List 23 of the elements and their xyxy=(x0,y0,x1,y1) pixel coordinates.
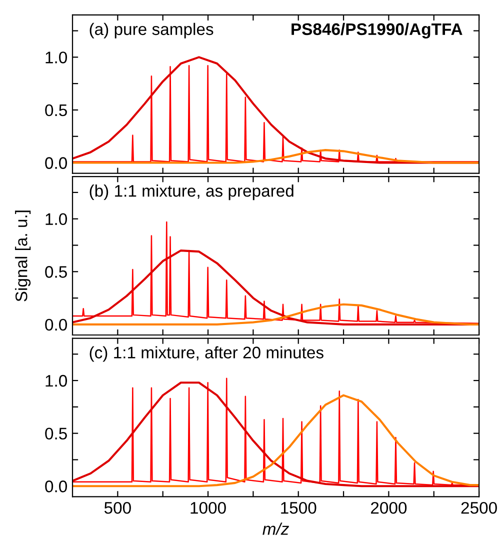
y-tick-label: 1.0 xyxy=(46,213,67,226)
y-tick-label: 0.0 xyxy=(45,318,67,331)
y-axis-title: Signal [a. u.] xyxy=(15,210,31,302)
x-tick-label: 2500 xyxy=(461,502,497,514)
y-tick-label: 0.0 xyxy=(45,157,67,169)
line-series xyxy=(72,221,480,324)
chart-title: (b) 1:1 mixture, as prepared xyxy=(90,184,294,200)
y-tick-label: 1.0 xyxy=(46,374,67,387)
y-tick-label: 0.0 xyxy=(45,480,67,492)
y-tick-label: 0.5 xyxy=(45,266,67,278)
x-tick-label: 2000 xyxy=(371,502,407,514)
y-tick-label: 0.5 xyxy=(45,104,67,116)
x-tick-label: 1500 xyxy=(281,502,316,514)
y-tick-label: 0.5 xyxy=(45,428,67,440)
annotation: PS846/PS1990/AgTFA xyxy=(292,22,462,38)
y-tick-label: 1.0 xyxy=(46,52,67,64)
x-tick-label: 500 xyxy=(104,502,131,514)
x-axis-title: m/z xyxy=(262,522,289,535)
chart-title: (c) 1:1 mixture, after 20 minutes xyxy=(90,346,324,362)
x-tick-label: 1000 xyxy=(190,502,226,514)
line-series xyxy=(72,303,480,326)
line-series xyxy=(72,149,480,164)
chart-title: (a) pure samples xyxy=(90,22,214,38)
